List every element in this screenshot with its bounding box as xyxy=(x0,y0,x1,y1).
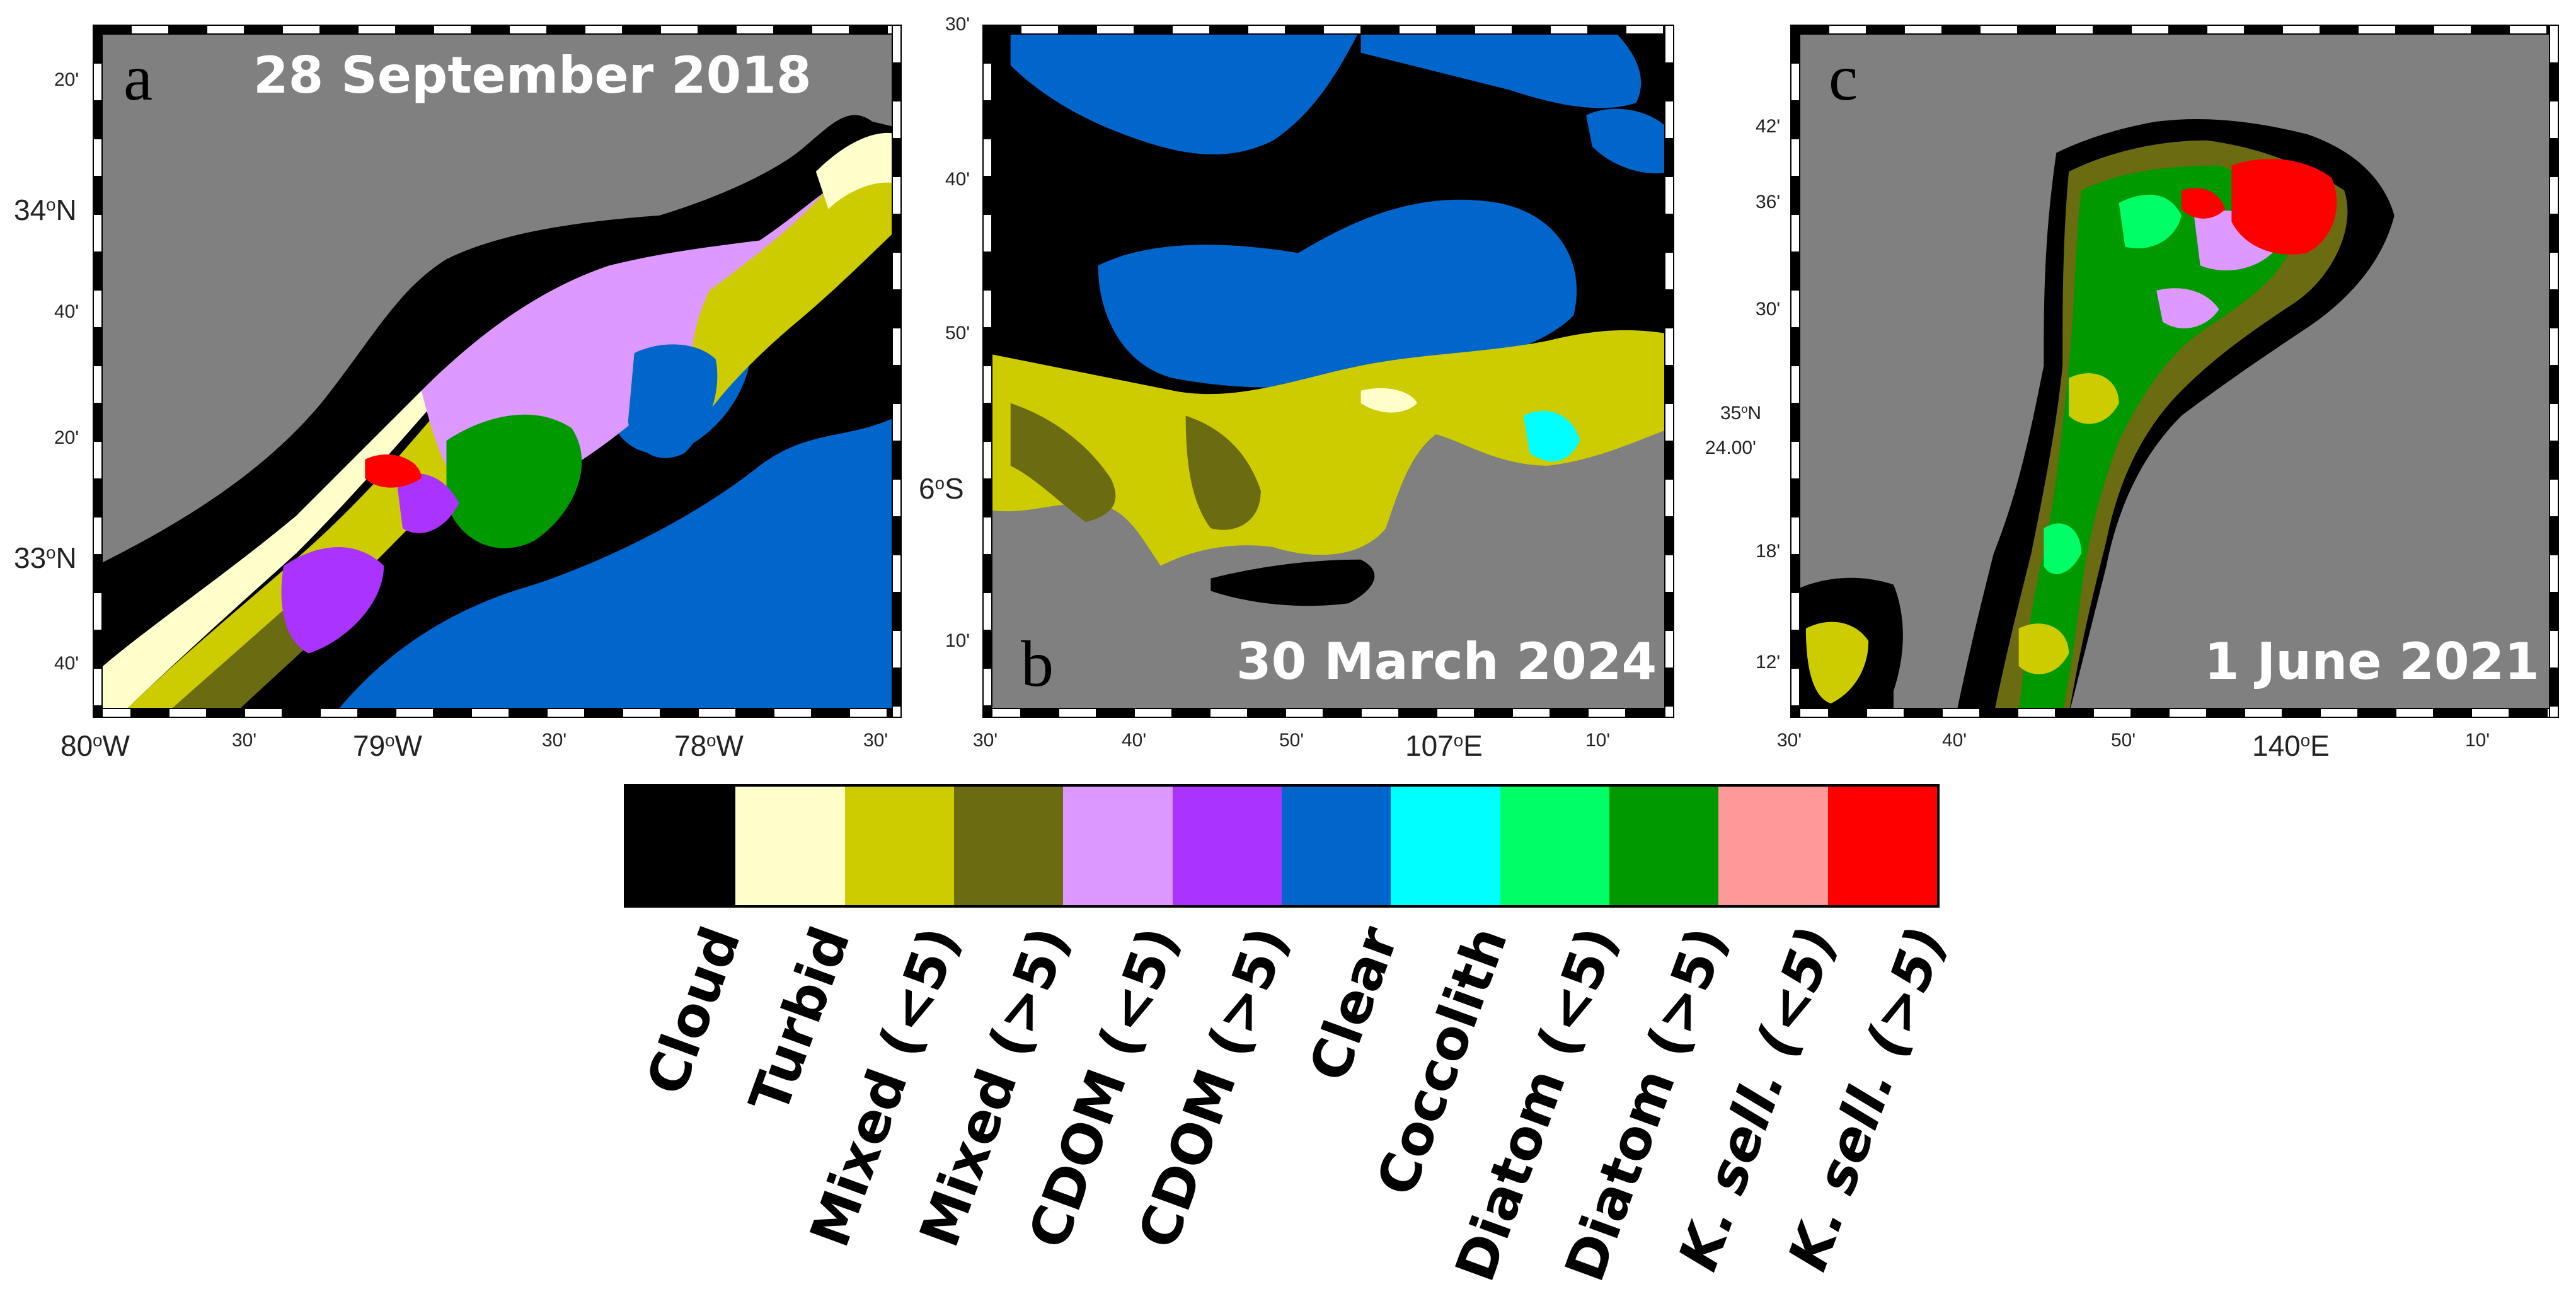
legend-swatch-8 xyxy=(1500,787,1609,905)
lon-label-a-3: 30' xyxy=(542,730,567,751)
lon-label-a-5: 30' xyxy=(863,730,888,751)
lat-label-a-2: 40' xyxy=(54,301,79,322)
panel-date-b: 30 March 2024 xyxy=(1236,632,1657,691)
legend-swatch-1 xyxy=(735,787,845,905)
panel-date-a: 28 September 2018 xyxy=(253,46,812,105)
lon-label-a-0: 80oW xyxy=(60,729,130,762)
legend-label-0: Cloud xyxy=(635,918,753,1103)
lon-label-c-3: 140oE xyxy=(2252,729,2330,762)
lon-label-a-4: 78oW xyxy=(674,729,744,762)
lat-label-b-3: 6oS xyxy=(919,472,964,505)
map-panel-b: b 30 March 2024 xyxy=(983,25,1674,717)
legend-swatch-3 xyxy=(953,787,1064,905)
lat-label-c-0: 42' xyxy=(1756,116,1781,137)
lat-label-a-4: 33oN xyxy=(14,541,77,574)
legend-swatch-2 xyxy=(844,787,954,905)
lat-label-c-6: 12' xyxy=(1756,652,1781,673)
lon-label-b-3: 107oE xyxy=(1405,729,1483,762)
lon-label-c-1: 40' xyxy=(1942,730,1967,751)
lat-label-c-5: 18' xyxy=(1756,541,1781,562)
lat-label-a-5: 40' xyxy=(54,653,79,674)
lon-label-c-0: 30' xyxy=(1777,730,1802,751)
lat-label-c-3: 35oN xyxy=(1720,402,1762,424)
lon-label-b-4: 10' xyxy=(1585,730,1611,751)
lon-label-a-2: 79oW xyxy=(353,729,422,762)
legend-swatch-5 xyxy=(1172,787,1282,905)
lat-label-c-4: 24.00' xyxy=(1705,437,1756,458)
panel-letter-b: b xyxy=(1021,628,1054,700)
lat-label-b-1: 40' xyxy=(945,169,970,190)
lat-label-a-0: 20' xyxy=(54,69,79,90)
legend-swatch-10 xyxy=(1718,787,1828,905)
lat-label-a-3: 20' xyxy=(54,427,79,448)
lat-label-b-4: 10' xyxy=(945,630,970,651)
legend-swatch-4 xyxy=(1063,787,1173,905)
legend-swatch-7 xyxy=(1391,787,1500,905)
lat-label-c-1: 36' xyxy=(1756,192,1781,212)
lon-label-a-1: 30' xyxy=(232,730,257,751)
legend-swatch-9 xyxy=(1609,787,1719,905)
lon-label-b-1: 40' xyxy=(1122,730,1147,751)
lon-label-c-2: 50' xyxy=(2111,730,2136,751)
lat-label-b-2: 50' xyxy=(945,323,970,344)
legend-label-1: Turbid xyxy=(737,918,863,1121)
legend-swatch-6 xyxy=(1281,787,1391,905)
lat-label-c-2: 30' xyxy=(1756,299,1781,320)
lon-label-b-2: 50' xyxy=(1279,730,1304,751)
lon-label-c-4: 10' xyxy=(2465,730,2490,751)
map-panel-a: a 28 September 2018 xyxy=(93,25,901,717)
classification-map-b xyxy=(986,28,1671,715)
class-legend-colorbar xyxy=(624,784,1940,908)
map-panel-c: c 1 June 2021 xyxy=(1791,25,2558,717)
classification-map-c xyxy=(1793,28,2556,715)
panel-letter-a: a xyxy=(124,42,153,114)
lat-label-b-0: 30' xyxy=(945,14,970,35)
legend-swatch-11 xyxy=(1827,787,1937,905)
panel-date-c: 1 June 2021 xyxy=(2204,632,2539,691)
panel-letter-c: c xyxy=(1829,42,1858,114)
legend-label-6: Clear xyxy=(1297,918,1411,1090)
legend-swatch-0 xyxy=(626,787,736,905)
lon-label-b-0: 30' xyxy=(973,730,998,751)
lat-label-a-1: 34oN xyxy=(14,194,77,226)
classification-map-a xyxy=(96,28,899,715)
class-legend-labels: Cloud Turbid Mixed (<5) Mixed (>5) CDOM (<5)… xyxy=(624,908,1958,1289)
